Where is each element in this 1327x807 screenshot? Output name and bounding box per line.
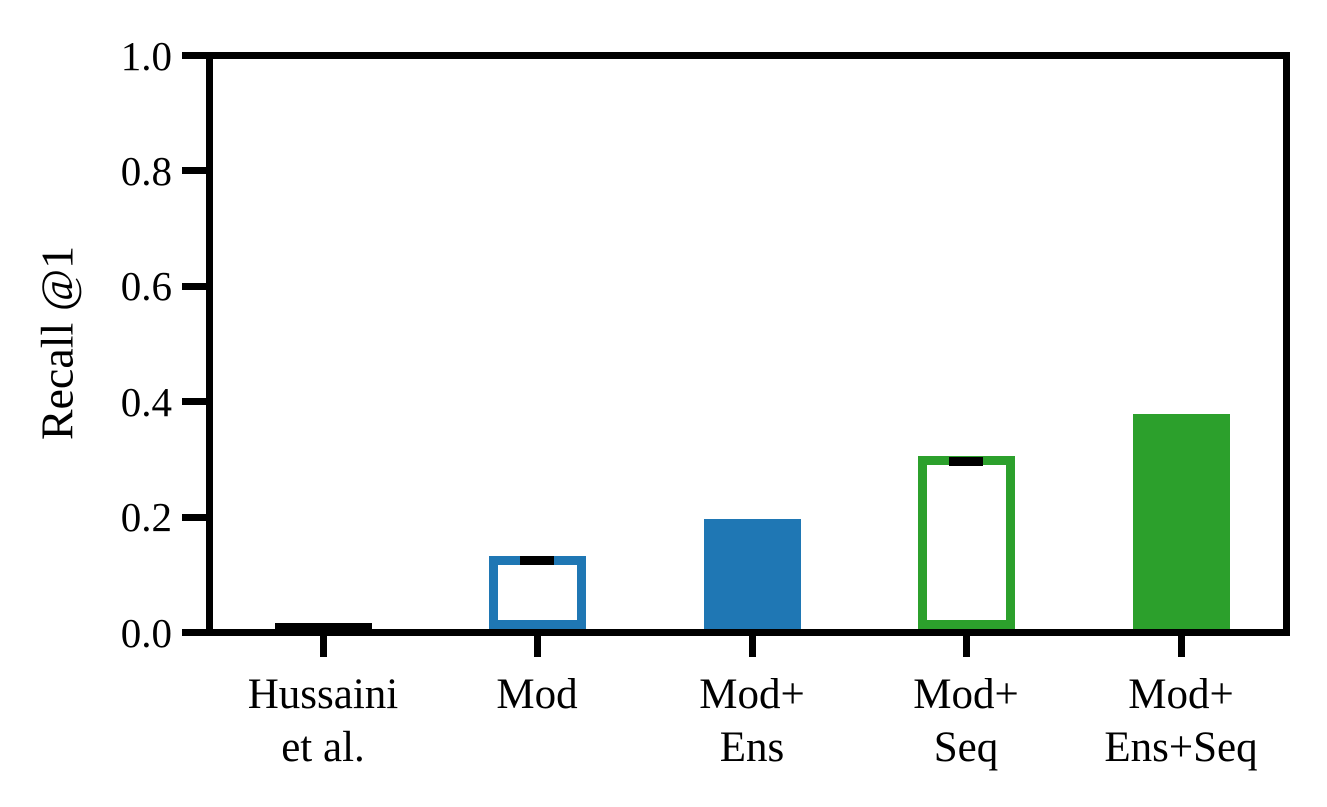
x-tick-label-line: Ens+Seq [1104,724,1258,771]
plot-area [206,52,1290,636]
x-tick-label: Mod+ Ens+Seq [1021,668,1327,774]
y-tick [182,398,206,406]
bar [703,519,801,629]
y-tick-label: 0.2 [120,494,172,541]
x-tick-label: Mod [377,668,697,721]
y-tick [182,513,206,521]
y-tick [182,629,206,636]
x-tick-label-line: Hussaini [247,671,399,718]
y-tick-label: 0.8 [120,147,172,194]
x-tick [962,636,970,657]
x-tick [1177,636,1185,657]
y-tick-label: 0.6 [120,263,172,310]
y-tick [182,167,206,175]
y-tick [182,52,206,59]
x-tick [533,636,541,657]
x-tick-label: Mod+ Ens [592,668,912,774]
bar-outline [488,556,586,629]
x-tick-label-line: Mod+ [699,671,805,718]
x-tick-label-line: Mod+ [913,671,1019,718]
error-bar-cap [949,456,983,466]
x-tick-label-line: Mod+ [1128,671,1234,718]
error-bar-cap [520,555,554,565]
bar-outline [917,456,1015,629]
bar [274,623,372,629]
y-tick-label: 1.0 [120,32,172,79]
x-tick-label-line: Seq [933,724,999,771]
x-tick-label-line: et al. [281,724,365,771]
y-tick-label: 0.0 [120,609,172,656]
x-tick [748,636,756,657]
plot-inner [213,59,1283,629]
y-tick-label: 0.4 [120,378,172,425]
x-tick [319,636,327,657]
x-tick-label: Mod+ Seq [806,668,1126,774]
y-tick [182,282,206,290]
x-tick-label: Hussaini et al. [163,668,483,774]
bar [1132,414,1230,629]
x-tick-label-line: Mod [496,671,578,718]
x-tick-label-line: Ens [719,724,785,771]
